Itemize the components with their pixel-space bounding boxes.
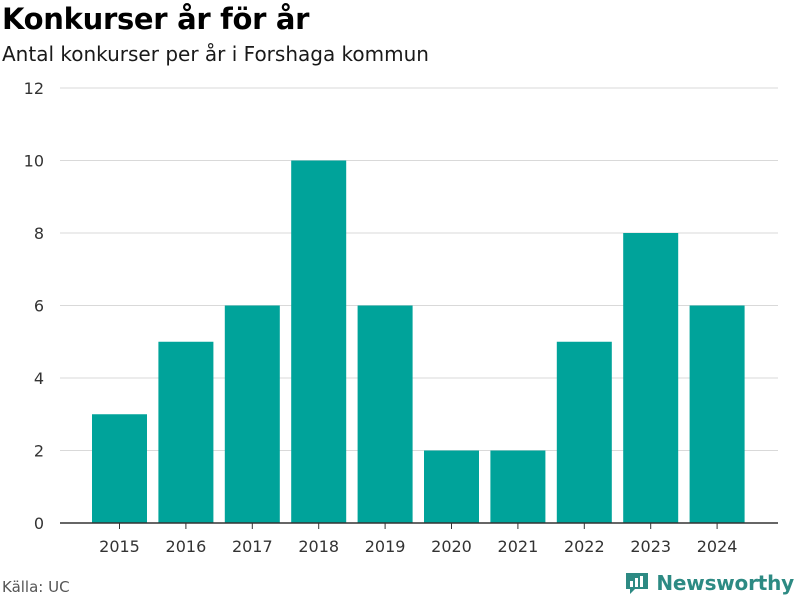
bar-2019 xyxy=(357,305,413,523)
x-tick-label-2019: 2019 xyxy=(365,537,406,556)
bar-2018 xyxy=(291,160,347,523)
bar-2017 xyxy=(224,305,280,523)
chart-subtitle: Antal konkurser per år i Forshaga kommun xyxy=(2,42,429,66)
x-tick-label-2020: 2020 xyxy=(431,537,472,556)
y-tick-label: 10 xyxy=(24,152,44,171)
bar-2020 xyxy=(424,450,479,523)
y-tick-label: 4 xyxy=(34,369,44,388)
x-axis-ticks: 2015 2016 2017 2018 2019 2020 2021 2022 2023 2024 xyxy=(99,523,737,556)
bar-2024 xyxy=(689,305,745,523)
x-tick-label-2023: 2023 xyxy=(630,537,671,556)
brand-name: Newsworthy xyxy=(656,571,794,595)
x-tick-label-2024: 2024 xyxy=(697,537,738,556)
bar-2022 xyxy=(556,341,612,523)
y-tick-label: 8 xyxy=(34,224,44,243)
x-tick-label-2017: 2017 xyxy=(232,537,273,556)
bar-2015 xyxy=(92,414,147,523)
x-tick-label-2015: 2015 xyxy=(99,537,140,556)
bar-2021 xyxy=(490,450,546,523)
bar-2016 xyxy=(158,341,214,523)
brand-logo[interactable]: Newsworthy xyxy=(624,570,794,596)
y-tick-label: 12 xyxy=(24,79,44,98)
x-tick-label-2022: 2022 xyxy=(564,537,605,556)
x-tick-label-2016: 2016 xyxy=(166,537,207,556)
newsworthy-logo-icon xyxy=(626,573,649,594)
source-note: Källa: UC xyxy=(2,578,70,596)
chart-title: Konkurser år för år xyxy=(2,2,310,36)
y-axis-ticks: 0 2 4 6 8 10 12 xyxy=(24,79,44,533)
x-tick-label-2021: 2021 xyxy=(498,537,539,556)
x-tick-label-2018: 2018 xyxy=(298,537,339,556)
y-tick-label: 2 xyxy=(34,442,44,461)
y-tick-label: 6 xyxy=(34,297,44,316)
bars xyxy=(92,160,745,523)
bar-2023 xyxy=(623,233,679,523)
y-tick-label: 0 xyxy=(34,514,44,533)
